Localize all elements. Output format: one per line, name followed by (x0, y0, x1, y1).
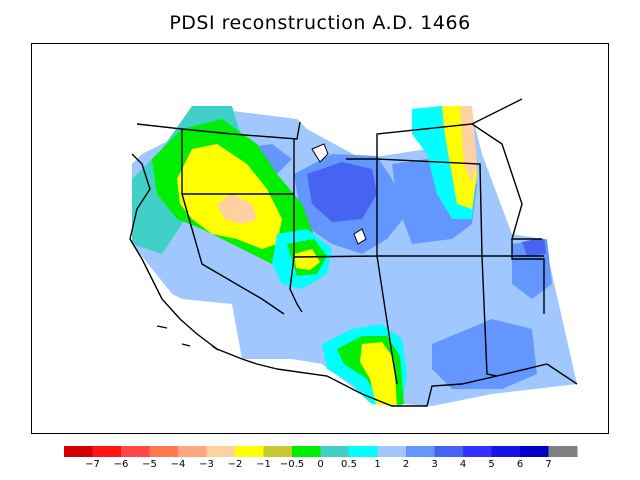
legend-swatch (434, 446, 464, 457)
legend-tick-label: 1 (374, 459, 381, 470)
legend-tick-label: −1 (256, 459, 271, 470)
channel-islands (156, 325, 219, 351)
legend-swatch (263, 446, 293, 457)
legend-tick-label: −7 (85, 459, 100, 470)
legend-tick-label: 3 (431, 459, 438, 470)
legend-color-bar (64, 446, 578, 457)
legend-swatch (92, 446, 122, 457)
legend-swatch (349, 446, 378, 457)
legend-tick-label: 0 (317, 459, 324, 470)
pdsi-field-blue-newmexico (432, 319, 537, 389)
no-data-pacific (32, 44, 242, 374)
legend-tick-label: 6 (516, 459, 524, 470)
political-boundaries (129, 98, 578, 407)
legend-swatch (463, 446, 492, 457)
legend-tick-label: 4 (459, 459, 467, 470)
legend-tick-label: −6 (113, 459, 129, 470)
pdsi-field-deepblue-utah (307, 162, 377, 222)
no-data-mexico (32, 359, 608, 433)
legend-tick-label: 5 (488, 459, 495, 470)
legend-swatch (491, 446, 521, 457)
legend-tick-label: −4 (170, 459, 186, 470)
legend-swatch (235, 446, 264, 457)
legend-swatch (406, 446, 435, 457)
lake-tahoe (353, 228, 367, 245)
legend-tick-label: 2 (402, 459, 410, 470)
legend-tick-label: −2 (227, 459, 243, 470)
map-title: PDSI reconstruction A.D. 1466 (169, 12, 471, 34)
pdsi-field-yellow-nevada (294, 249, 320, 270)
legend-swatch (520, 446, 549, 457)
legend-tick-label: −5 (142, 459, 157, 470)
legend-swatch (292, 446, 321, 457)
pdsi-map (32, 44, 608, 433)
legend-swatch (64, 446, 93, 457)
pdsi-field-peach-nw (217, 194, 257, 224)
great-salt-lake (311, 143, 329, 163)
legend-tick-label: 0.5 (341, 459, 357, 470)
legend-tick-label: −3 (199, 459, 214, 470)
no-data-north (32, 44, 608, 239)
legend-tick-label: 7 (545, 459, 552, 470)
legend-swatch (206, 446, 236, 457)
pdsi-field-yellow-south (360, 342, 397, 408)
map-frame (31, 43, 609, 434)
legend-swatch (121, 446, 150, 457)
legend-swatch (320, 446, 350, 457)
legend-swatch (149, 446, 179, 457)
legend-tick-label: −0.5 (279, 459, 305, 470)
pdsi-legend (0, 444, 640, 480)
legend-swatch (548, 446, 578, 457)
legend-swatch (377, 446, 407, 457)
legend-swatch (178, 446, 207, 457)
pdsi-field-deepblue-plains (522, 237, 546, 256)
